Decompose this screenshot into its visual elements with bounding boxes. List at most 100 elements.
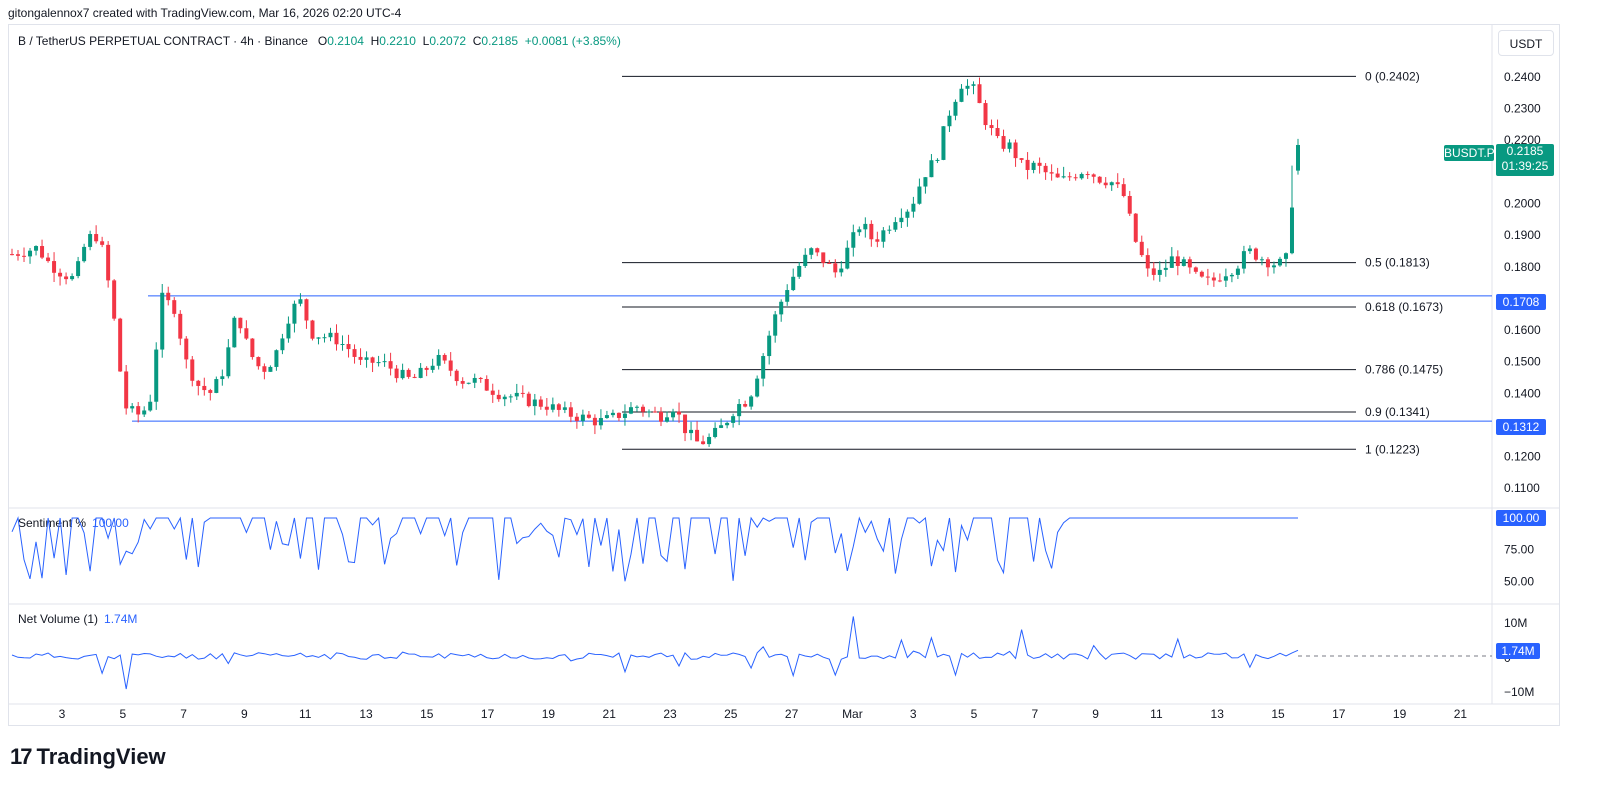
candle-body	[1193, 267, 1198, 272]
candle-body	[923, 177, 928, 187]
candle-body	[671, 411, 676, 418]
candle-body	[28, 250, 33, 257]
candle-body	[1109, 182, 1114, 186]
price-tick-label: 0.1600	[1504, 323, 1541, 337]
candle-body	[484, 379, 489, 391]
candle-body	[965, 85, 970, 89]
candle-body	[88, 234, 93, 247]
time-tick-label: 19	[1393, 707, 1407, 721]
candle-body	[971, 84, 976, 86]
candle-body	[713, 427, 718, 437]
currency-button[interactable]: USDT	[1498, 30, 1554, 56]
candle-body	[370, 357, 375, 363]
candle-body	[160, 292, 165, 350]
candle-body	[815, 248, 820, 253]
candle-body	[280, 338, 285, 351]
candle-body	[833, 263, 838, 273]
candle-body	[677, 411, 682, 415]
candle-body	[316, 337, 321, 339]
candle-body	[1037, 162, 1042, 166]
candle-body	[592, 417, 597, 426]
candle-body	[64, 276, 69, 280]
candle-body	[430, 365, 435, 370]
candle-body	[941, 126, 946, 160]
candle-body	[995, 128, 1000, 137]
candle-body	[1271, 265, 1276, 268]
time-tick-label: 21	[603, 707, 617, 721]
sentiment-tick-label: 75.00	[1504, 543, 1534, 557]
candle-body	[1031, 162, 1036, 170]
candle-body	[604, 415, 609, 419]
candle-body	[1091, 174, 1096, 177]
candle-body	[256, 357, 261, 367]
candle-body	[893, 222, 898, 230]
close-value: 0.2185	[481, 34, 519, 48]
candle-body	[1229, 274, 1234, 277]
time-tick-label: 21	[1454, 707, 1468, 721]
sentiment-tick-label: 50.00	[1504, 574, 1534, 588]
candle-body	[190, 359, 195, 381]
candle-body	[977, 84, 982, 104]
net-volume-legend[interactable]: Net Volume (1) 1.74M	[18, 612, 137, 626]
symbol-name[interactable]: B / TetherUS PERPETUAL CONTRACT · 4h · B…	[18, 34, 308, 48]
time-tick-label: 15	[420, 707, 434, 721]
candle-body	[346, 344, 351, 350]
time-tick-label: 7	[180, 707, 187, 721]
candle-body	[749, 396, 754, 407]
candle-body	[1181, 259, 1186, 266]
candle-body	[659, 411, 664, 422]
candle-body	[196, 380, 201, 386]
sentiment-legend[interactable]: Sentiment % 100.00	[18, 516, 129, 530]
candle-body	[821, 252, 826, 263]
candle-body	[550, 404, 555, 410]
candle-body	[959, 88, 964, 102]
net-volume-label: Net Volume (1)	[18, 612, 99, 626]
candle-body	[1127, 195, 1132, 214]
candle-body	[905, 211, 910, 218]
candle-body	[1115, 182, 1120, 185]
candle-body	[598, 418, 603, 426]
candle-body	[947, 115, 952, 127]
price-tick-label: 0.1200	[1504, 450, 1541, 464]
candle-body	[1265, 259, 1270, 268]
candle-body	[1277, 258, 1282, 266]
net-volume-tick-label: −10M	[1504, 685, 1534, 699]
candle-body	[538, 399, 543, 407]
change-value: +0.0081 (+3.85%)	[524, 34, 621, 48]
candle-body	[106, 244, 111, 281]
candle-body	[875, 239, 880, 242]
candle-body	[496, 394, 501, 400]
price-tick-label: 0.1900	[1504, 228, 1541, 242]
candle-body	[268, 366, 273, 372]
candle-body	[52, 261, 57, 273]
candle-body	[1139, 241, 1144, 256]
net-volume-badge: 1.74M	[1496, 643, 1540, 659]
candle-body	[743, 404, 748, 407]
candle-body	[779, 301, 784, 315]
candle-body	[382, 361, 387, 363]
candle-body	[761, 356, 766, 379]
candle-body	[683, 414, 688, 434]
candle-body	[803, 254, 808, 266]
tradingview-logo[interactable]: 17 TradingView	[10, 744, 166, 770]
candle-body	[514, 392, 519, 397]
candle-body	[1205, 276, 1210, 278]
net-volume-line	[11, 616, 1299, 690]
candle-body	[1289, 207, 1294, 254]
candle-body	[983, 103, 988, 126]
candle-body	[556, 404, 561, 410]
candle-body	[532, 399, 537, 407]
net-volume-value: 1.74M	[104, 612, 138, 626]
symbol-info-bar[interactable]: B / TetherUS PERPETUAL CONTRACT · 4h · B…	[18, 34, 621, 48]
candle-body	[689, 429, 694, 434]
last-price-symbol-badge: BUSDT.P	[1444, 145, 1495, 161]
time-tick-label: 7	[1031, 707, 1038, 721]
candle-body	[328, 332, 333, 338]
time-tick-label: 9	[241, 707, 248, 721]
time-tick-label: Mar	[842, 707, 863, 721]
candle-body	[334, 332, 339, 345]
price-tick-label: 0.1500	[1504, 355, 1541, 369]
candle-body	[929, 160, 934, 178]
candle-body	[1247, 248, 1252, 252]
